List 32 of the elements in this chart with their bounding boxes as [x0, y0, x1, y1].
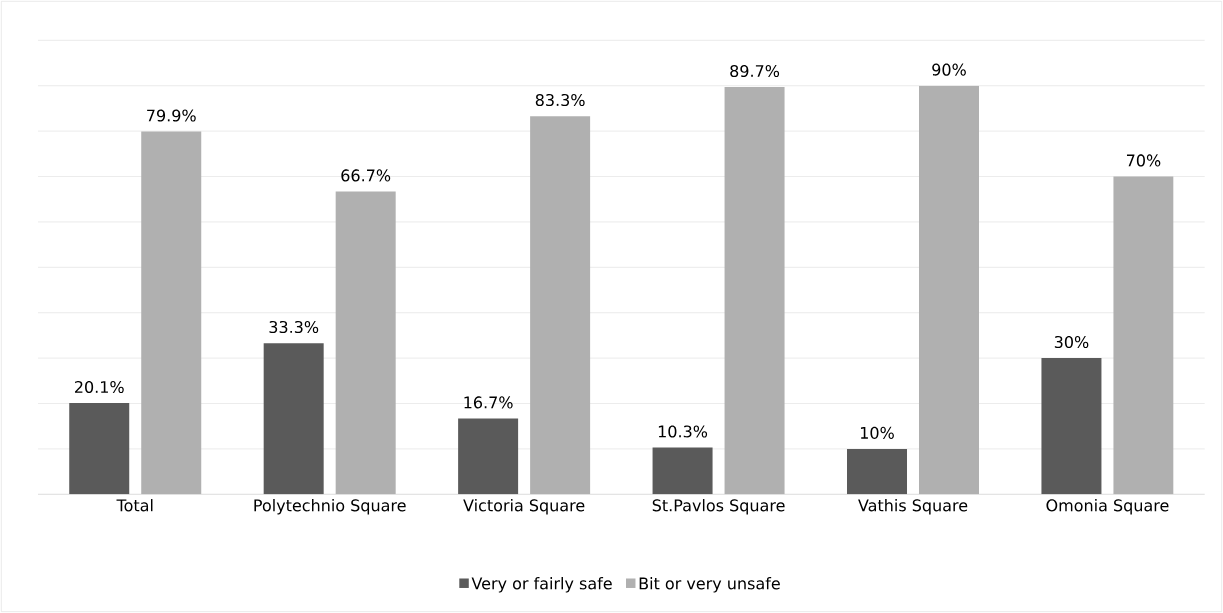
x-tick-label: Omonia Square [1046, 499, 1169, 515]
data-label: 70% [1126, 154, 1161, 167]
bar [724, 87, 785, 495]
x-tick-label: Total [116, 499, 153, 512]
data-label: 83.3% [535, 93, 585, 107]
data-label: 79.9% [147, 109, 196, 122]
data-label: 10% [860, 426, 894, 439]
data-label: 90% [932, 63, 966, 76]
bar [69, 403, 130, 495]
x-tick-label: Vathis Square [858, 499, 968, 515]
bar [1041, 358, 1102, 495]
bar [458, 418, 519, 495]
bar [847, 448, 907, 495]
data-label: 89.7% [730, 64, 780, 78]
data-label: 20.1% [74, 380, 124, 394]
data-label: 66.7% [341, 169, 391, 182]
bar [335, 191, 396, 495]
x-tick-label: Victoria Square [463, 499, 585, 515]
legend-label: Bit or very unsafe [639, 577, 780, 593]
data-label: 16.7% [464, 396, 513, 409]
data-label: 33.3% [269, 320, 319, 334]
data-label: 30% [1054, 335, 1089, 349]
data-label: 10.3% [658, 425, 708, 438]
x-tick-label: St.Pavlos Square [652, 499, 785, 515]
bar [1113, 176, 1174, 495]
bar [652, 447, 713, 495]
x-tick-label: Polytechnio Square [254, 499, 406, 515]
bar [530, 116, 591, 495]
bar [263, 343, 324, 495]
bar [141, 131, 202, 495]
legend-label: Very or fairly safe [471, 577, 612, 593]
bar [919, 85, 979, 495]
